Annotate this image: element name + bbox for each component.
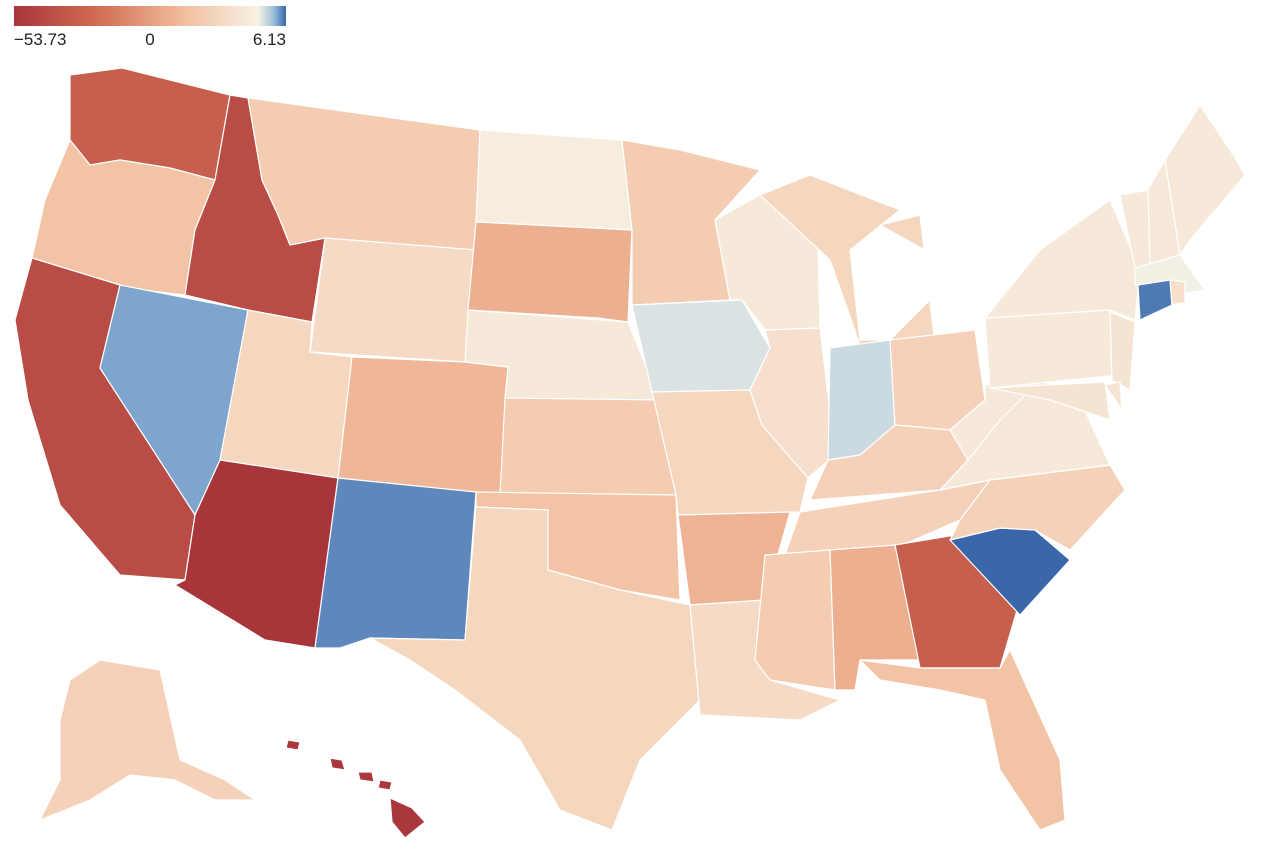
legend-min-label: −53.73 — [14, 30, 67, 49]
state-GA[interactable] — [894, 534, 1021, 669]
legend-max-label: 6.13 — [252, 30, 286, 49]
state-IL[interactable] — [749, 327, 836, 479]
state-NJ[interactable] — [1109, 311, 1136, 391]
state-MT[interactable] — [247, 97, 481, 251]
state-AK[interactable] — [39, 659, 256, 821]
state-SD[interactable] — [467, 221, 633, 323]
state-CO[interactable] — [337, 356, 509, 496]
state-MS[interactable] — [754, 549, 836, 691]
state-CT[interactable] — [1137, 279, 1173, 321]
legend-color-bar — [14, 6, 286, 26]
state-ME[interactable] — [1164, 104, 1246, 256]
state-WA[interactable] — [69, 67, 231, 181]
legend-mid-label: 0 — [145, 30, 155, 49]
color-legend: −53.73 0 6.13 — [14, 6, 286, 50]
state-TX[interactable] — [369, 506, 701, 831]
state-HI[interactable] — [285, 739, 426, 839]
state-KS[interactable] — [499, 397, 677, 496]
state-NM[interactable] — [314, 477, 477, 649]
state-RI[interactable] — [1169, 279, 1186, 306]
state-DE[interactable] — [1104, 381, 1123, 411]
state-IA[interactable] — [631, 299, 771, 393]
state-PA[interactable] — [984, 309, 1121, 389]
state-ND[interactable] — [475, 129, 633, 231]
state-NY[interactable] — [984, 199, 1141, 321]
state-MD[interactable] — [989, 381, 1111, 421]
state-WY[interactable] — [309, 237, 477, 363]
state-FL[interactable] — [859, 649, 1066, 831]
